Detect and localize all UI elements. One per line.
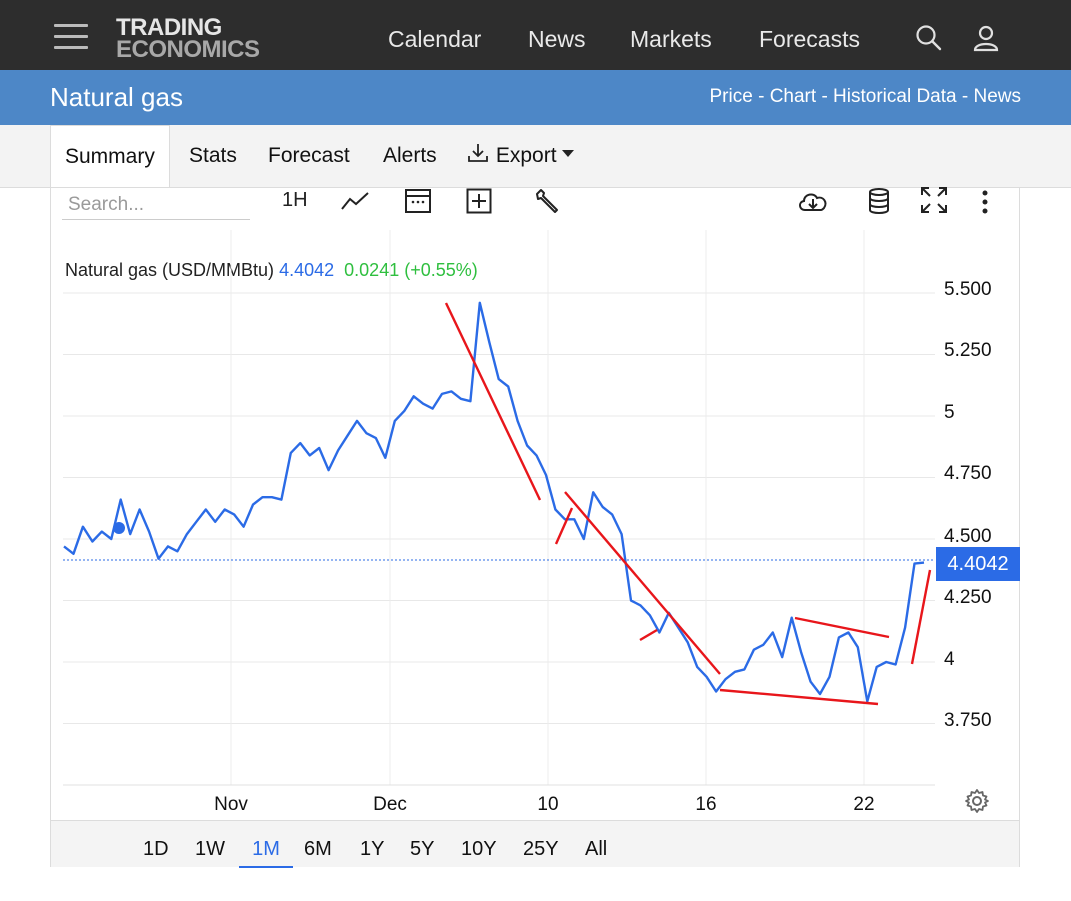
trendlines-group: [444, 302, 932, 706]
tab-alerts[interactable]: Alerts: [383, 144, 437, 167]
more-options-icon[interactable]: [980, 189, 990, 215]
top-navbar: TRADING ECONOMICS Calendar News Markets …: [0, 0, 1071, 70]
y-tick: 4: [944, 649, 955, 670]
range-1y[interactable]: 1Y: [360, 838, 385, 860]
logo-line2: ECONOMICS: [116, 36, 260, 63]
nav-markets[interactable]: Markets: [630, 26, 712, 52]
last-price: 4.4042: [279, 260, 335, 280]
page-title: Natural gas: [50, 82, 183, 112]
range-1w[interactable]: 1W: [195, 838, 225, 860]
trendline: [564, 491, 721, 675]
y-tick: 5: [944, 402, 955, 423]
line-chart-icon[interactable]: [340, 189, 370, 213]
x-tick: 16: [695, 794, 717, 815]
link-news[interactable]: News: [973, 86, 1021, 107]
x-tick: 22: [853, 794, 875, 815]
settings-gear-icon[interactable]: [964, 788, 990, 814]
tab-summary[interactable]: Summary: [50, 125, 170, 187]
user-icon[interactable]: [972, 24, 1000, 52]
interval-selector[interactable]: 1H: [282, 189, 308, 211]
link-separator: -: [758, 86, 770, 107]
tab-export[interactable]: Export: [466, 125, 575, 187]
y-tick: 5.500: [944, 279, 992, 300]
database-icon[interactable]: [866, 187, 892, 215]
link-chart[interactable]: Chart: [769, 86, 817, 107]
trendline: [639, 628, 658, 642]
x-tick: Dec: [373, 794, 407, 815]
export-label: Export: [495, 144, 557, 167]
link-historical-data[interactable]: Historical Data: [833, 86, 957, 107]
range-10y[interactable]: 10Y: [461, 838, 497, 860]
search-input[interactable]: [62, 190, 250, 220]
caret-down-icon: [562, 150, 575, 157]
nav-forecasts[interactable]: Forecasts: [759, 26, 860, 52]
add-indicator-icon[interactable]: [466, 188, 492, 214]
fullscreen-icon[interactable]: [920, 186, 948, 214]
range-25y[interactable]: 25Y: [523, 838, 559, 860]
logo-line1: TRADING: [116, 14, 222, 41]
series-label: Natural gas (USD/MMBtu): [65, 260, 275, 280]
x-tick: 10: [537, 794, 559, 815]
price-change: 0.0241: [344, 260, 400, 280]
x-tick: Nov: [214, 794, 248, 815]
tab-forecast[interactable]: Forecast: [268, 144, 350, 167]
y-tick: 4.750: [944, 463, 992, 484]
tab-strip: Summary Stats Forecast Alerts Export: [0, 125, 1071, 188]
tab-stats[interactable]: Stats: [189, 144, 237, 167]
sub-links: Price - Chart - Historical Data - News: [710, 86, 1022, 108]
nav-news[interactable]: News: [528, 26, 586, 52]
chart-title: Natural gas (USD/MMBtu) 4.4042 0.0241 (+…: [65, 260, 478, 281]
calendar-icon[interactable]: [404, 186, 432, 214]
trendline: [444, 302, 542, 501]
link-separator: -: [961, 86, 974, 107]
price-series-line: [63, 301, 925, 703]
last-price-tag: 4.4042: [936, 547, 1020, 581]
title-bar: Natural gas Price - Chart - Historical D…: [0, 70, 1071, 125]
trendline: [554, 507, 574, 545]
download-icon: [468, 144, 488, 162]
link-separator: -: [821, 86, 834, 107]
range-5y[interactable]: 5Y: [410, 838, 435, 860]
price-change-pct: (+0.55%): [404, 260, 478, 280]
range-bar: [51, 820, 1019, 867]
trendline: [719, 688, 879, 706]
range-1m[interactable]: 1M: [239, 818, 293, 868]
trendline: [794, 616, 890, 639]
chart-grid: [63, 230, 935, 786]
nav-calendar[interactable]: Calendar: [388, 26, 482, 52]
y-tick: 4.250: [944, 587, 992, 608]
range-6m[interactable]: 6M: [304, 838, 332, 860]
range-1d[interactable]: 1D: [143, 838, 169, 860]
link-price[interactable]: Price: [709, 86, 753, 107]
cloud-download-icon[interactable]: [796, 188, 830, 216]
search-icon[interactable]: [915, 24, 943, 52]
y-tick: 4.500: [944, 526, 992, 547]
trendline: [910, 569, 932, 665]
range-all[interactable]: All: [585, 838, 608, 860]
wrench-icon[interactable]: [533, 188, 561, 216]
menu-icon[interactable]: [54, 24, 88, 50]
y-tick: 5.250: [944, 340, 992, 361]
logo[interactable]: TRADING ECONOMICS: [116, 14, 260, 63]
series-marker: [113, 522, 125, 534]
y-tick: 3.750: [944, 710, 992, 731]
